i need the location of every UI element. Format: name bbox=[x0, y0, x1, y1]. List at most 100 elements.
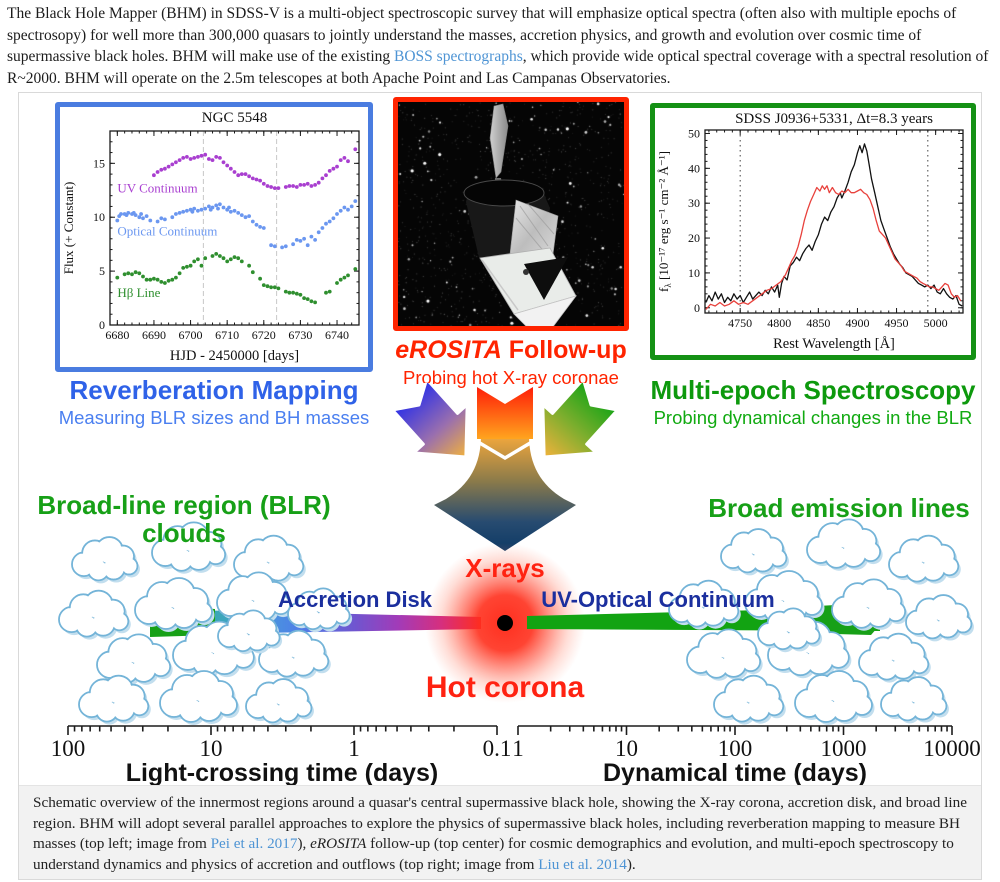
svg-text:6680: 6680 bbox=[105, 328, 129, 342]
blr-clouds-label-line2: clouds bbox=[142, 518, 226, 548]
blr-cloud bbox=[858, 632, 931, 683]
svg-text:HJD - 2450000 [days]: HJD - 2450000 [days] bbox=[170, 348, 299, 364]
svg-text:15: 15 bbox=[93, 156, 105, 170]
caption-text-4: ). bbox=[626, 855, 636, 873]
figure-caption: Schematic overview of the innermost regi… bbox=[19, 785, 981, 879]
svg-text:5: 5 bbox=[99, 264, 105, 278]
pei-2017-link[interactable]: Pei et al. 2017 bbox=[210, 835, 298, 852]
blr-cloud bbox=[217, 609, 283, 655]
erosita-title-italic: eROSITA bbox=[395, 336, 502, 364]
svg-text:10: 10 bbox=[93, 210, 105, 224]
liu-2014-link[interactable]: Liu et al. 2014 bbox=[538, 855, 627, 873]
blr-cloud bbox=[905, 594, 974, 642]
broad-emission-lines-label: Broad emission lines bbox=[708, 493, 970, 523]
svg-text:10: 10 bbox=[200, 736, 223, 761]
svg-text:1: 1 bbox=[348, 736, 360, 761]
dynamical-time-axis bbox=[517, 725, 953, 735]
spectroscopy-panel: SDSS J0936+5331, Δt=8.3 years 4750 4800 485… bbox=[650, 103, 976, 360]
svg-text:Optical Continuum: Optical Continuum bbox=[117, 224, 217, 239]
blr-cloud bbox=[806, 518, 883, 571]
figure-content: NGC 5548 6680 6690 6700 6710 6720 6730 6740 0 5 10… bbox=[19, 93, 981, 785]
spectrum-epoch1-black bbox=[705, 143, 963, 307]
svg-text:6720: 6720 bbox=[252, 328, 276, 342]
reverberation-caption: Reverberation Mapping Measuring BLR size… bbox=[39, 376, 389, 429]
reverberation-title: Reverberation Mapping bbox=[69, 375, 359, 405]
svg-text:1: 1 bbox=[512, 736, 524, 761]
svg-text:4950: 4950 bbox=[885, 316, 909, 330]
svg-text:10: 10 bbox=[688, 266, 700, 280]
blr-cloud bbox=[134, 577, 215, 632]
svg-text:100: 100 bbox=[718, 736, 753, 761]
optical-continuum-series: Optical Continuum bbox=[115, 199, 358, 250]
svg-text:30: 30 bbox=[688, 196, 700, 210]
svg-text:6690: 6690 bbox=[142, 328, 166, 342]
boss-spectrographs-link[interactable]: BOSS spectrographs bbox=[394, 48, 523, 65]
xray-arrows-graphic bbox=[391, 383, 619, 551]
spectroscopy-subtitle: Probing dynamical changes in the BLR bbox=[653, 407, 973, 428]
erosita-satellite-illustration bbox=[463, 103, 578, 326]
svg-text:fλ [10⁻¹⁷ erg s⁻¹ cm⁻² Å⁻¹]: fλ [10⁻¹⁷ erg s⁻¹ cm⁻² Å⁻¹] bbox=[656, 151, 673, 292]
svg-text:4750: 4750 bbox=[728, 316, 752, 330]
blr-cloud bbox=[58, 589, 131, 640]
caption-text-3: follow-up (top center) for cosmic demogr… bbox=[33, 835, 954, 873]
svg-text:50: 50 bbox=[688, 126, 700, 140]
reverberation-panel: NGC 5548 6680 6690 6700 6710 6720 6730 6740 0 5 10… bbox=[55, 102, 373, 372]
blr-cloud bbox=[287, 587, 353, 633]
svg-text:6740: 6740 bbox=[325, 328, 349, 342]
spectroscopy-caption: Multi-epoch Spectroscopy Probing dynamic… bbox=[643, 376, 981, 429]
caption-text-2: ), bbox=[297, 835, 311, 852]
erosita-subtitle: Probing hot X-ray coronae bbox=[403, 367, 619, 388]
blr-cloud bbox=[78, 674, 151, 725]
svg-text:100: 100 bbox=[51, 736, 86, 761]
svg-text:40: 40 bbox=[688, 161, 700, 175]
dynamical-time-axis-title: Dynamical time (days) bbox=[603, 759, 867, 785]
svg-text:Flux (+ Constant): Flux (+ Constant) bbox=[61, 182, 76, 275]
svg-text:5000: 5000 bbox=[924, 316, 948, 330]
uv-continuum-series: UV Continuum bbox=[117, 147, 358, 195]
caption-text-1: Schematic overview of the innermost regi… bbox=[33, 794, 967, 852]
svg-text:6710: 6710 bbox=[215, 328, 239, 342]
satellite-body bbox=[463, 103, 578, 326]
hot-corona-label: Hot corona bbox=[425, 671, 585, 704]
svg-text:10000: 10000 bbox=[923, 736, 981, 761]
svg-text:1000: 1000 bbox=[821, 736, 867, 761]
svg-text:4900: 4900 bbox=[845, 316, 869, 330]
intro-text-1: The Black Hole Mapper (BHM) in SDSS-V is… bbox=[7, 5, 957, 65]
blr-cloud bbox=[245, 678, 314, 726]
blr-cloud bbox=[713, 674, 786, 725]
sdss-spectrum-plot: SDSS J0936+5331, Δt=8.3 years 4750 4800 485… bbox=[656, 111, 964, 352]
erosita-panel bbox=[393, 97, 629, 331]
svg-text:4850: 4850 bbox=[806, 316, 830, 330]
svg-text:Rest Wavelength [Å]: Rest Wavelength [Å] bbox=[773, 336, 895, 352]
accretion-disk-label: Accretion Disk bbox=[277, 587, 433, 612]
light-crossing-axis-title: Light-crossing time (days) bbox=[125, 759, 439, 785]
reverberation-subtitle: Measuring BLR sizes and BH masses bbox=[58, 407, 370, 428]
black-hole-dot bbox=[497, 615, 513, 631]
erosita-caption: eROSITA Follow-up Probing hot X-ray coro… bbox=[371, 336, 651, 389]
svg-text:20: 20 bbox=[688, 231, 700, 245]
uv-optical-continuum-label: UV-Optical Continuum bbox=[541, 587, 775, 612]
svg-text:6700: 6700 bbox=[179, 328, 203, 342]
svg-text:UV Continuum: UV Continuum bbox=[117, 180, 197, 195]
svg-text:4800: 4800 bbox=[767, 316, 791, 330]
blr-cloud bbox=[831, 578, 908, 631]
blr-clouds-right bbox=[668, 518, 974, 725]
blr-cloud bbox=[151, 521, 228, 574]
erosita-title: eROSITA Follow-up bbox=[371, 336, 651, 364]
blr-cloud bbox=[880, 676, 949, 724]
svg-text:0: 0 bbox=[694, 301, 700, 315]
blr-cloud bbox=[258, 629, 331, 680]
xrays-label: X-rays bbox=[465, 553, 545, 583]
blr-cloud bbox=[888, 534, 961, 585]
blr-cloud bbox=[686, 628, 763, 681]
spectrum-epoch2-red bbox=[705, 185, 962, 310]
bhm-figure: NGC 5548 6680 6690 6700 6710 6720 6730 6740 0 5 10… bbox=[18, 92, 982, 880]
svg-text:10: 10 bbox=[615, 736, 638, 761]
blr-cloud bbox=[668, 579, 741, 630]
blr-cloud bbox=[794, 670, 875, 725]
ngc5548-lightcurve-plot: NGC 5548 6680 6690 6700 6710 6720 6730 6740 0 5 10… bbox=[61, 110, 360, 364]
svg-text:6730: 6730 bbox=[288, 328, 312, 342]
caption-erosita-italic: eROSITA bbox=[310, 835, 367, 852]
erosita-title-rest: Follow-up bbox=[501, 336, 627, 364]
